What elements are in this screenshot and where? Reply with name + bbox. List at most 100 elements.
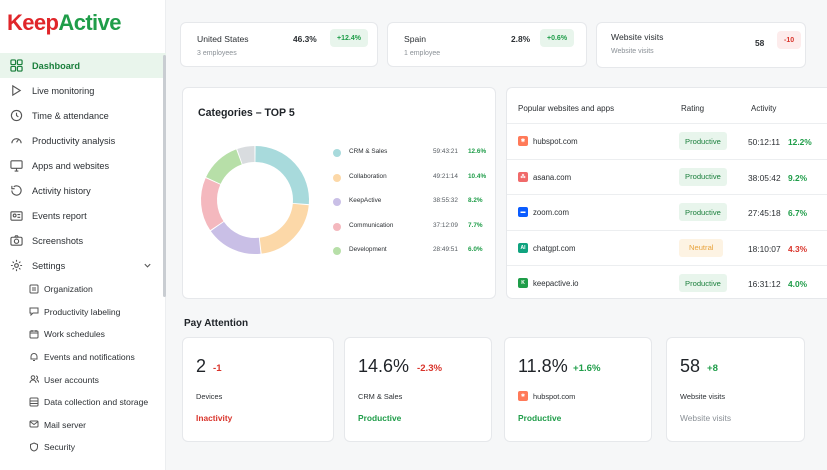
sidebar-item-label: Activity history xyxy=(32,185,91,196)
legend-dot xyxy=(333,247,341,256)
report-icon xyxy=(9,209,23,223)
column-header-activity[interactable]: Activity xyxy=(751,104,777,113)
brand-logo[interactable]: KeepActive xyxy=(7,10,121,35)
legend-row[interactable]: KeepActive 38:55:32 8.2% xyxy=(333,193,493,218)
gear-icon xyxy=(9,259,23,273)
grid-icon xyxy=(9,59,23,73)
sidebar-item-time-attendance[interactable]: Time & attendance xyxy=(0,103,166,128)
monitor-icon xyxy=(9,159,23,173)
settings-item-security[interactable]: Security xyxy=(0,436,166,459)
donut-segment-2[interactable] xyxy=(210,221,261,254)
table-row[interactable]: K keepactive.io Productive 16:31:12 4.0% xyxy=(507,266,827,302)
settings-item-events-notifications[interactable]: Events and notifications xyxy=(0,346,166,369)
clock-icon xyxy=(9,109,23,123)
settings-item-label: Productivity labeling xyxy=(44,306,121,317)
settings-item-label: User accounts xyxy=(44,374,99,385)
donut-segment-5[interactable] xyxy=(237,146,255,165)
settings-item-label: Mail server xyxy=(44,419,87,430)
card-title: Spain xyxy=(404,34,426,44)
column-header-rating[interactable]: Rating xyxy=(681,104,705,113)
sidebar-item-label: Events report xyxy=(32,210,87,221)
legend-row[interactable]: CRM & Sales 59:43:21 12.6% xyxy=(333,144,493,169)
database-icon xyxy=(29,397,40,408)
sidebar-item-label: Apps and websites xyxy=(32,160,110,171)
chevron-down-icon[interactable] xyxy=(143,261,152,270)
rating-badge: Neutral xyxy=(679,238,724,257)
settings-item-label: Security xyxy=(44,442,76,453)
hubspot-icon: ✱ xyxy=(518,136,528,146)
table-header: Popular websites and apps Rating Activit… xyxy=(507,88,827,124)
categories-title: Categories – TOP 5 xyxy=(198,107,295,119)
asana-icon: ⁂ xyxy=(518,171,528,182)
sidebar-item-dashboard[interactable]: Dashboard xyxy=(0,53,166,78)
website-visits-card[interactable]: Website visits Website visits 58 -10 xyxy=(596,22,806,68)
sidebar-item-label: Dashboard xyxy=(32,60,80,71)
rating-badge: Productive xyxy=(679,274,727,293)
sidebar-item-apps-websites[interactable]: Apps and websites xyxy=(0,153,166,178)
settings-item-data-collection[interactable]: Data collection and storage xyxy=(0,391,166,414)
donut-segment-0[interactable] xyxy=(254,146,309,205)
table-row[interactable]: ⁂ asana.com Productive 38:05:42 9.2% xyxy=(507,160,827,196)
legend-dot xyxy=(333,149,341,157)
settings-item-label: Events and notifications xyxy=(44,352,135,363)
settings-item-user-accounts[interactable]: User accounts xyxy=(0,368,166,391)
attention-card-website-visits[interactable]: 58 +8 Website visits Website visits xyxy=(666,337,805,442)
settings-item-label: Data collection and storage xyxy=(44,397,149,408)
settings-item-organization[interactable]: Organization xyxy=(0,278,166,301)
shield-icon xyxy=(29,442,40,453)
settings-item-label: Work schedules xyxy=(44,329,105,340)
table-row[interactable]: AI chatgpt.com Neutral 18:10:07 4.3% xyxy=(507,231,827,267)
donut-segment-3[interactable] xyxy=(201,178,224,231)
legend-row[interactable]: Development 28:49:51 6.0% xyxy=(333,242,493,267)
sidebar-item-screenshots[interactable]: Screenshots xyxy=(0,228,166,253)
change-badge: +0.6% xyxy=(540,29,575,47)
sidebar-item-live-monitoring[interactable]: Live monitoring xyxy=(0,78,166,103)
legend-dot xyxy=(333,198,341,207)
camera-icon xyxy=(9,234,23,248)
categories-legend: CRM & Sales 59:43:21 12.6% Collaboration 49… xyxy=(333,144,493,267)
card-title: United States xyxy=(197,34,249,44)
country-card-spain[interactable]: Spain 1 employee 2.8% +0.6% xyxy=(387,22,587,67)
sidebar-item-activity-history[interactable]: Activity history xyxy=(0,178,166,203)
sidebar-item-settings[interactable]: Settings xyxy=(0,253,166,278)
history-icon xyxy=(9,184,23,198)
attention-card-hubspot[interactable]: 11.8% +1.6% ✱ hubspot.com Productive xyxy=(504,337,652,442)
sidebar: KeepActive Dashboard Live monitoring Tim… xyxy=(0,0,166,470)
legend-row[interactable]: Collaboration 49:21:14 10.4% xyxy=(333,169,493,194)
sidebar-item-events-report[interactable]: Events report xyxy=(0,203,166,228)
speedometer-icon xyxy=(9,134,23,148)
rating-badge: Productive xyxy=(679,203,727,222)
settings-item-productivity-labeling[interactable]: Productivity labeling xyxy=(0,301,166,324)
table-row[interactable]: ▬ zoom.com Productive 27:45:18 6.7% xyxy=(507,195,827,231)
sidebar-scrollbar[interactable] xyxy=(163,55,166,297)
donut-segment-1[interactable] xyxy=(259,203,309,254)
sidebar-item-label: Time & attendance xyxy=(32,110,109,121)
sidebar-nav: Dashboard Live monitoring Time & attenda… xyxy=(0,53,166,459)
websites-table: Popular websites and apps Rating Activit… xyxy=(506,87,827,299)
card-subtitle: Website visits xyxy=(611,48,654,55)
attention-card-devices[interactable]: 2 -1 Devices Inactivity xyxy=(182,337,334,442)
calendar-icon xyxy=(29,329,40,340)
settings-item-label: Organization xyxy=(44,284,93,295)
country-card-united-states[interactable]: United States 3 employees 46.3% +12.4% xyxy=(180,22,378,67)
card-subtitle: 3 employees xyxy=(197,50,237,57)
users-icon xyxy=(29,374,40,385)
table-row[interactable]: ✱ hubspot.com Productive 50:12:11 12.2% xyxy=(507,124,827,160)
donut-segment-4[interactable] xyxy=(206,149,243,185)
categories-donut-chart xyxy=(201,146,309,254)
chat-icon xyxy=(29,306,40,317)
rating-badge: Productive xyxy=(679,167,727,186)
sidebar-item-label: Screenshots xyxy=(32,235,84,246)
attention-card-crm[interactable]: 14.6% -2.3% CRM & Sales Productive xyxy=(344,337,492,442)
chatgpt-icon: AI xyxy=(518,242,528,253)
card-title: Website visits xyxy=(611,32,664,42)
legend-row[interactable]: Communication 37:12:09 7.7% xyxy=(333,218,493,243)
sidebar-item-label: Settings xyxy=(32,260,66,271)
card-value: 58 xyxy=(755,38,765,48)
legend-dot xyxy=(333,222,341,231)
change-badge: -10 xyxy=(777,31,802,49)
settings-item-work-schedules[interactable]: Work schedules xyxy=(0,323,166,346)
sidebar-item-label: Productivity analysis xyxy=(32,135,116,146)
sidebar-item-productivity-analysis[interactable]: Productivity analysis xyxy=(0,128,166,153)
settings-item-mail-server[interactable]: Mail server xyxy=(0,414,166,437)
